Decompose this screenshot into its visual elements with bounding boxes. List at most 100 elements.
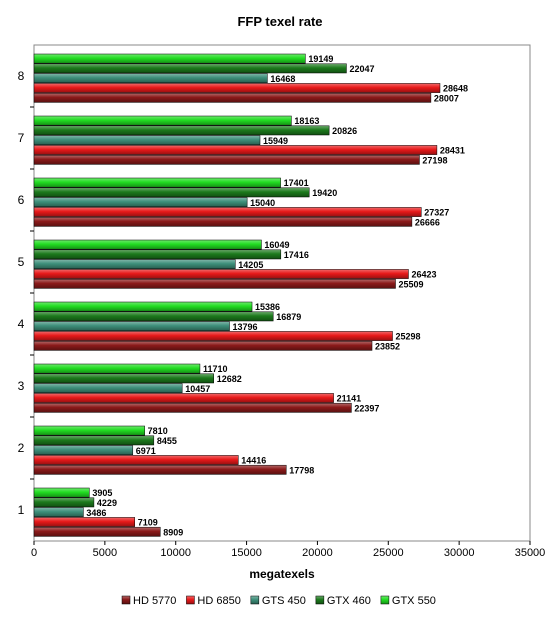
bar-value-label: 4229	[97, 498, 117, 508]
bar	[33, 363, 201, 374]
bar	[33, 487, 90, 498]
bar	[33, 177, 281, 188]
bar	[33, 73, 268, 84]
bar-value-label: 26666	[415, 217, 440, 227]
bar-value-label: 18163	[294, 116, 319, 126]
bar-value-label: 23852	[375, 341, 400, 351]
bar-value-label: 28648	[443, 84, 468, 94]
bar-value-label: 10457	[185, 384, 210, 394]
legend-label: HD 6850	[197, 595, 240, 607]
bar-value-label: 15949	[263, 136, 288, 146]
category-label: 8	[18, 69, 25, 83]
bar	[33, 216, 413, 227]
bar-value-label: 27198	[422, 155, 447, 165]
bar	[33, 445, 134, 456]
legend-swatch	[186, 595, 195, 605]
bar-value-label: 22397	[354, 403, 379, 413]
bar	[33, 455, 239, 465]
x-tick-label: 10000	[160, 547, 191, 559]
x-axis-title: megatexels	[249, 567, 315, 581]
legend-swatch	[315, 595, 325, 605]
bar	[33, 83, 441, 93]
legend-label: GTX 460	[327, 595, 371, 607]
bar-value-label: 27327	[424, 208, 449, 218]
bar-value-label: 17798	[289, 465, 314, 475]
bar	[33, 393, 334, 403]
x-tick-label: 15000	[231, 547, 262, 559]
x-tick-label: 5000	[93, 547, 117, 559]
category-label: 6	[18, 193, 25, 207]
legend-label: GTS 450	[262, 595, 306, 607]
bar-value-label: 3905	[92, 488, 112, 498]
legend-swatch	[121, 595, 131, 605]
bar	[33, 187, 310, 198]
bar	[33, 249, 282, 260]
bar-value-label: 3486	[86, 508, 106, 518]
x-tick-label: 35000	[515, 547, 546, 559]
bar-value-label: 15386	[255, 302, 280, 312]
category-label: 2	[18, 441, 25, 455]
x-tick-label: 25000	[373, 547, 404, 559]
legend-swatch	[250, 595, 260, 605]
bar-value-label: 21141	[337, 394, 362, 404]
bar-value-label: 14416	[241, 456, 266, 466]
chart-title: FFP texel rate	[237, 14, 322, 29]
bar	[33, 207, 422, 217]
category-label: 3	[18, 379, 25, 393]
bar-value-label: 15040	[250, 198, 275, 208]
bar	[33, 497, 95, 508]
category-label: 7	[18, 131, 25, 145]
bar-value-label: 14205	[238, 260, 263, 270]
bar	[33, 311, 274, 322]
bar	[33, 145, 438, 155]
x-tick-label: 0	[31, 547, 37, 559]
bar	[33, 373, 214, 384]
bar-value-label: 16049	[264, 240, 289, 250]
bar	[33, 517, 135, 527]
bar	[33, 259, 236, 270]
bar-value-label: 7810	[148, 426, 168, 436]
x-tick-label: 20000	[302, 547, 333, 559]
bar-value-label: 8455	[157, 436, 177, 446]
bar	[33, 115, 292, 126]
bar-value-label: 19149	[308, 54, 333, 64]
bar	[33, 63, 347, 74]
category-label: 5	[18, 255, 25, 269]
bar-value-label: 28007	[434, 93, 459, 103]
bar	[33, 507, 84, 518]
x-tick-label: 30000	[444, 547, 475, 559]
bar	[33, 402, 352, 413]
bar-value-label: 17401	[284, 178, 309, 188]
bar-value-label: 16879	[276, 312, 301, 322]
bar	[33, 278, 396, 289]
bar	[33, 125, 330, 136]
legend: HD 5770 HD 6850 GTS 450 GTX 460 GTX 550	[121, 595, 436, 607]
bar	[33, 269, 409, 279]
bar-value-label: 17416	[284, 250, 309, 260]
category-label: 4	[18, 317, 25, 331]
bar-value-label: 19420	[312, 188, 337, 198]
bar-value-label: 26423	[411, 270, 436, 280]
bar	[33, 435, 155, 446]
bar	[33, 197, 248, 208]
bar-value-label: 13796	[233, 322, 258, 332]
legend-swatch	[380, 595, 390, 605]
bar-value-label: 25298	[396, 332, 421, 342]
bar-value-label: 12682	[217, 374, 242, 384]
bar-value-label: 16468	[270, 74, 295, 84]
bar	[33, 425, 145, 436]
legend-label: GTX 550	[392, 595, 436, 607]
legend-label: HD 5770	[133, 595, 176, 607]
bar	[33, 383, 183, 394]
bar-value-label: 6971	[136, 446, 156, 456]
bar	[33, 92, 432, 103]
bar-value-label: 22047	[349, 64, 374, 74]
bar	[33, 154, 420, 165]
bar	[33, 464, 287, 475]
bar-value-label: 8909	[163, 527, 183, 537]
bar	[33, 301, 253, 312]
bar	[33, 331, 393, 341]
bar	[33, 239, 262, 250]
bar-value-label: 28431	[440, 146, 465, 156]
